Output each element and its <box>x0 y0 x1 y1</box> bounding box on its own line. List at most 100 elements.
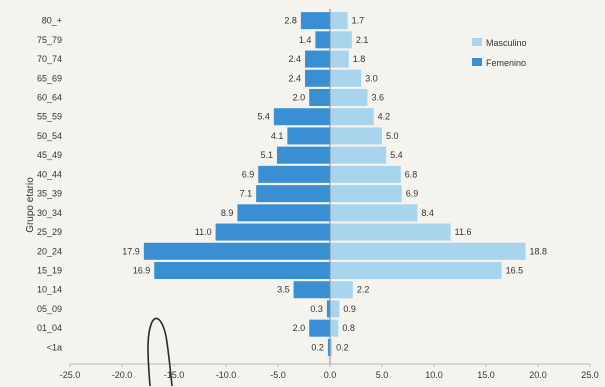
data-label-femenino-01-04: 2.0 <box>293 323 306 333</box>
bar-femenino-15-19 <box>154 261 330 280</box>
bar-femenino-60-64 <box>309 88 330 107</box>
x-tick-label: -5.0 <box>270 370 286 380</box>
bar-femenino-70-74 <box>305 50 330 68</box>
bar-masculino-45-49 <box>330 146 387 164</box>
bar-femenino-75-79 <box>315 31 330 49</box>
bar-masculino-50-54 <box>330 127 382 145</box>
bar-femenino-65-69 <box>305 69 330 87</box>
y-tick-label-1a: <1a <box>47 342 62 352</box>
bar-masculino-25-29 <box>330 223 451 241</box>
data-label-femenino-50-54: 4.1 <box>271 131 284 141</box>
bar-masculino-60-64 <box>330 88 368 107</box>
bar-masculino-15-19 <box>330 261 502 280</box>
bar-masculino-01-04 <box>330 319 339 337</box>
y-tick-label-50-54: 50_54 <box>37 131 62 141</box>
y-tick-label-70-74: 70_74 <box>37 54 62 64</box>
y-tick-label-35-39: 35_39 <box>37 189 62 199</box>
y-tick-label-25-29: 25_29 <box>37 227 62 237</box>
x-tick-label: 10.0 <box>425 370 443 380</box>
legend: Masculino Femenino <box>472 38 527 68</box>
y-tick-label-10-14: 10_14 <box>37 285 62 295</box>
x-tick-label: -15.0 <box>164 370 185 380</box>
bar-masculino-75-79 <box>330 31 352 49</box>
data-label-femenino-40-44: 6.9 <box>242 169 255 179</box>
data-label-femenino-20-24: 17.9 <box>122 246 140 256</box>
legend-swatch-femenino <box>472 58 482 66</box>
y-tick-label-65-69: 65_69 <box>37 73 62 83</box>
bar-femenino-20-24 <box>143 242 330 260</box>
data-label-masculino-70-74: 1.8 <box>353 54 366 64</box>
data-label-masculino-20-24: 18.8 <box>530 246 548 256</box>
y-tick-labels: 80_+ 75_79 70_74 65_69 60_64 55_59 50_54 45_49 4… <box>37 16 62 353</box>
data-label-femenino-70-74: 2.4 <box>289 54 302 64</box>
bar-femenino-10-14 <box>293 281 330 299</box>
data-label-femenino-25-29: 11.0 <box>195 227 212 237</box>
y-tick-label-01-04: 01_04 <box>37 323 62 333</box>
y-tick-label-15-19: 15_19 <box>37 266 62 276</box>
data-label-masculino-45-49: 5.4 <box>390 150 403 160</box>
x-tick-label: 0.0 <box>324 370 337 380</box>
data-labels: 2.8 1.71.4 2.12.4 1.82.4 3.02.0 3.65.4 4.24.1 5… <box>122 16 547 353</box>
y-tick-label-80: 80_+ <box>42 16 62 26</box>
x-tick-label: 15.0 <box>477 370 495 380</box>
bar-masculino-30-34 <box>330 204 418 222</box>
bar-masculino-05-09 <box>330 300 340 318</box>
y-tick-label-40-44: 40_44 <box>37 169 62 179</box>
bar-femenino-05-09 <box>326 300 330 318</box>
data-label-femenino-35-39: 7.1 <box>240 189 253 199</box>
data-label-masculino-01-04: 0.8 <box>342 323 355 333</box>
y-axis-title: Grupo etario <box>25 177 36 233</box>
bar-masculino-80 <box>330 12 348 30</box>
bar-masculino-1a <box>330 338 333 356</box>
data-label-femenino-45-49: 5.1 <box>260 150 273 160</box>
y-tick-label-60-64: 60_64 <box>37 93 62 103</box>
legend-swatch-masculino <box>472 38 482 46</box>
bar-femenino-80 <box>300 12 330 30</box>
bar-femenino-01-04 <box>309 319 330 337</box>
bar-femenino-25-29 <box>215 223 330 241</box>
bar-masculino-10-14 <box>330 281 353 299</box>
bar-masculino-55-59 <box>330 108 374 126</box>
data-label-masculino-40-44: 6.8 <box>405 169 418 179</box>
data-label-femenino-15-19: 16.9 <box>133 266 151 276</box>
data-label-masculino-10-14: 2.2 <box>357 285 370 295</box>
data-label-femenino-30-34: 8.9 <box>221 208 234 218</box>
data-label-masculino-55-59: 4.2 <box>378 112 391 122</box>
bar-femenino-30-34 <box>237 204 330 222</box>
bar-femenino-1a <box>327 338 330 356</box>
data-label-masculino-25-29: 11.6 <box>455 227 472 237</box>
legend-label-femenino: Femenino <box>486 58 526 68</box>
legend-label-masculino: Masculino <box>486 38 527 48</box>
bar-masculino-20-24 <box>330 242 526 260</box>
x-tick-labels: -25.0 -20.0 -15.0 -10.0 -5.0 0.0 5.0 10.0 15.0 20… <box>60 364 599 380</box>
data-label-masculino-30-34: 8.4 <box>421 208 434 218</box>
bar-masculino-65-69 <box>330 69 362 87</box>
data-label-masculino-35-39: 6.9 <box>406 189 419 199</box>
y-tick-label-05-09: 05_09 <box>37 304 62 314</box>
masculino-bars <box>330 12 526 356</box>
data-label-femenino-55-59: 5.4 <box>257 112 270 122</box>
x-tick-label: -25.0 <box>60 370 81 380</box>
femenino-bars <box>143 12 330 356</box>
y-tick-label-55-59: 55_59 <box>37 112 62 122</box>
data-label-masculino-1a: 0.2 <box>336 342 349 352</box>
data-label-masculino-65-69: 3.0 <box>365 73 378 83</box>
data-label-femenino-75-79: 1.4 <box>299 35 312 45</box>
data-label-femenino-1a: 0.2 <box>311 342 324 352</box>
bar-femenino-50-54 <box>287 127 330 145</box>
data-label-masculino-75-79: 2.1 <box>356 35 369 45</box>
data-label-masculino-80: 1.7 <box>352 16 365 26</box>
x-tick-label: -10.0 <box>216 370 237 380</box>
data-label-masculino-05-09: 0.9 <box>343 304 356 314</box>
data-label-masculino-60-64: 3.6 <box>371 93 384 103</box>
x-tick-label: -20.0 <box>112 370 133 380</box>
bar-masculino-40-44 <box>330 165 401 183</box>
x-tick-label: 20.0 <box>529 370 547 380</box>
y-tick-label-45-49: 45_49 <box>37 150 62 160</box>
x-tick-label: 5.0 <box>376 370 389 380</box>
y-tick-label-30-34: 30_34 <box>37 208 62 218</box>
data-label-femenino-80: 2.8 <box>284 16 297 26</box>
data-label-masculino-50-54: 5.0 <box>386 131 399 141</box>
bar-masculino-35-39 <box>330 185 402 203</box>
